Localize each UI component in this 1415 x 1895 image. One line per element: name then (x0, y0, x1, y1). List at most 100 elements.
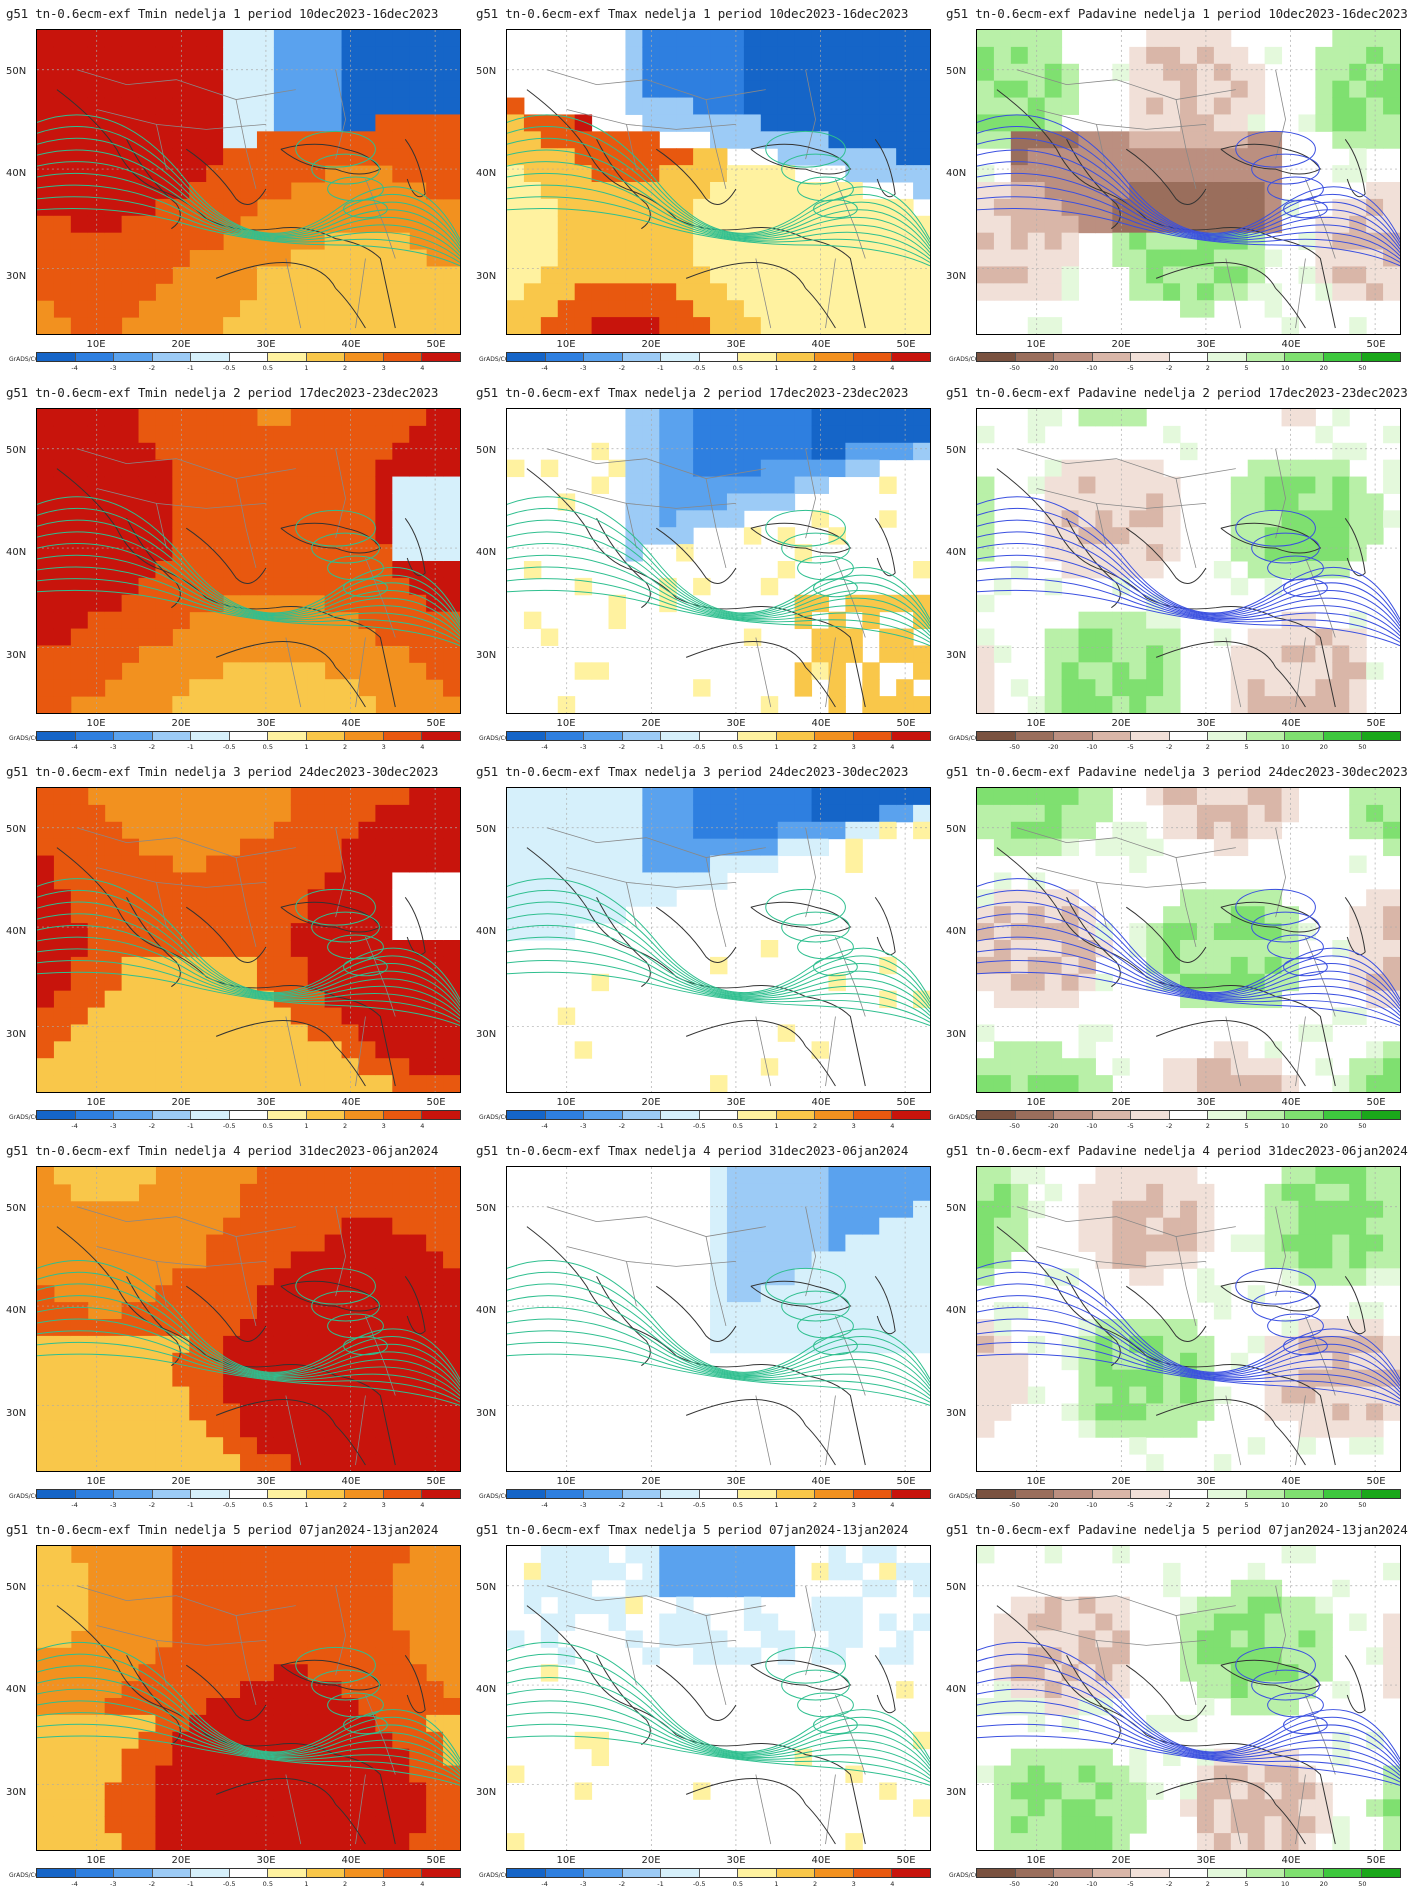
colorbar-swatch (1169, 353, 1209, 361)
map-svg (507, 409, 930, 713)
colorbar-swatch (507, 732, 546, 740)
colorbar-swatch (977, 1869, 1016, 1877)
lon-tick-label: 20E (1111, 1097, 1131, 1108)
lat-tick-label: 50N (946, 445, 967, 456)
colorbar-label: 1 (304, 364, 309, 372)
lon-tick-label: 30E (726, 718, 746, 729)
colorbar-label: -2 (618, 1880, 626, 1888)
lat-tick-label: 30N (476, 650, 497, 661)
lon-tick-label: 10E (1026, 1476, 1046, 1487)
colorbar-label: -4 (71, 1122, 78, 1130)
panel-title: g51 tn-0.6ecm-exf Padavine nedelja 1 per… (946, 6, 1408, 21)
map-field (36, 1545, 461, 1851)
lat-tick-label: 30N (6, 650, 27, 661)
colorbar-label: -1 (187, 1880, 194, 1888)
lon-tick-label: 10E (1026, 1855, 1046, 1866)
colorbar (976, 1110, 1401, 1120)
lon-tick-label: 50E (426, 1855, 446, 1866)
lon-tick-label: 40E (1281, 339, 1301, 350)
map-field (976, 1545, 1401, 1851)
colorbar-swatch (815, 1869, 854, 1877)
map-svg (977, 788, 1400, 1092)
colorbar-label: -2 (148, 743, 156, 751)
grads-credit: GrADS/COLA (479, 1493, 518, 1500)
colorbar-swatch (1054, 732, 1093, 740)
colorbar-swatch (345, 1111, 384, 1119)
lat-tick-label: 30N (6, 1787, 27, 1798)
lon-tick-label: 50E (426, 1476, 446, 1487)
grads-credit: GrADS/COLA (949, 735, 988, 742)
colorbar-label: -1 (187, 1122, 194, 1130)
lon-tick-label: 50E (896, 1855, 916, 1866)
lon-tick-label: 10E (556, 339, 576, 350)
colorbar (36, 352, 461, 362)
colorbar-swatch (661, 1111, 700, 1119)
colorbar-swatch (1131, 353, 1170, 361)
colorbar-swatch (1362, 732, 1401, 740)
colorbar-swatch (152, 732, 192, 740)
lat-tick-label: 50N (946, 824, 967, 835)
colorbar-swatch (1131, 1869, 1170, 1877)
colorbar-label: -10 (1086, 1501, 1098, 1509)
lon-tick-label: 50E (1366, 1855, 1386, 1866)
colorbar-label: -3 (110, 743, 117, 751)
lon-tick-label: 20E (1111, 339, 1131, 350)
colorbar-label: -4 (71, 743, 78, 751)
grads-credit: GrADS/COLA (9, 1114, 48, 1121)
colorbar-swatch (892, 353, 931, 361)
map-svg (507, 788, 930, 1092)
colorbar-label: 1 (304, 1501, 309, 1509)
colorbar-swatch (776, 353, 816, 361)
colorbar-label: -20 (1047, 743, 1059, 751)
colorbar-swatch (622, 1111, 662, 1119)
map-panel: g51 tn-0.6ecm-exf Tmax nedelja 1 period … (470, 0, 931, 375)
colorbar-label: 3 (381, 364, 386, 372)
colorbar-label: 0.5 (732, 743, 743, 751)
colorbar-swatch (1054, 1111, 1093, 1119)
colorbar-label: 3 (851, 1880, 856, 1888)
lat-tick-label: 40N (6, 1305, 27, 1316)
colorbar-label: 4 (420, 364, 425, 372)
colorbar-label: 10 (1280, 743, 1290, 751)
lat-tick-label: 40N (476, 168, 497, 179)
colorbar-swatch (75, 1111, 115, 1119)
map-panel: g51 tn-0.6ecm-exf Padavine nedelja 4 per… (940, 1137, 1408, 1512)
panel-title: g51 tn-0.6ecm-exf Padavine nedelja 3 per… (946, 764, 1408, 779)
lon-tick-label: 30E (1196, 718, 1216, 729)
colorbar-swatch (1169, 1490, 1209, 1498)
colorbar-label: 5 (1244, 1880, 1249, 1888)
lon-tick-label: 30E (256, 718, 276, 729)
panel-title: g51 tn-0.6ecm-exf Tmin nedelja 1 period … (6, 6, 439, 21)
map-panel: g51 tn-0.6ecm-exf Padavine nedelja 1 per… (940, 0, 1408, 375)
colorbar-swatch (815, 353, 854, 361)
colorbar-label: -50 (1009, 1880, 1020, 1888)
colorbar-swatch (1092, 1111, 1132, 1119)
panel-title: g51 tn-0.6ecm-exf Tmax nedelja 4 period … (476, 1143, 909, 1158)
colorbar-label: -5 (1127, 743, 1134, 751)
colorbar-label: 2 (813, 1880, 818, 1888)
lat-tick-label: 30N (946, 271, 967, 282)
colorbar-label: 2 (1205, 743, 1210, 751)
lon-tick-label: 10E (556, 1476, 576, 1487)
colorbar-label: -0.5 (692, 1122, 706, 1130)
colorbar-label: 0.5 (262, 1880, 273, 1888)
colorbar (506, 352, 931, 362)
colorbar-label: -3 (580, 1501, 587, 1509)
lon-tick-label: 20E (171, 718, 191, 729)
map-panel: g51 tn-0.6ecm-exf Tmax nedelja 5 period … (470, 1516, 931, 1891)
map-panel: g51 tn-0.6ecm-exf Tmin nedelja 2 period … (0, 379, 461, 754)
colorbar-swatch (1246, 1869, 1286, 1877)
map-field (36, 408, 461, 714)
lat-tick-label: 30N (946, 1787, 967, 1798)
colorbar-swatch (699, 1111, 739, 1119)
colorbar-label: -2 (148, 1880, 156, 1888)
lon-tick-label: 50E (426, 339, 446, 350)
lat-tick-label: 40N (946, 168, 967, 179)
map-svg (977, 30, 1400, 334)
colorbar-swatch (1015, 353, 1055, 361)
colorbar (36, 1489, 461, 1499)
lon-tick-label: 20E (171, 1097, 191, 1108)
colorbar-swatch (661, 1490, 700, 1498)
lon-tick-label: 20E (171, 1855, 191, 1866)
colorbar-swatch (584, 1869, 623, 1877)
